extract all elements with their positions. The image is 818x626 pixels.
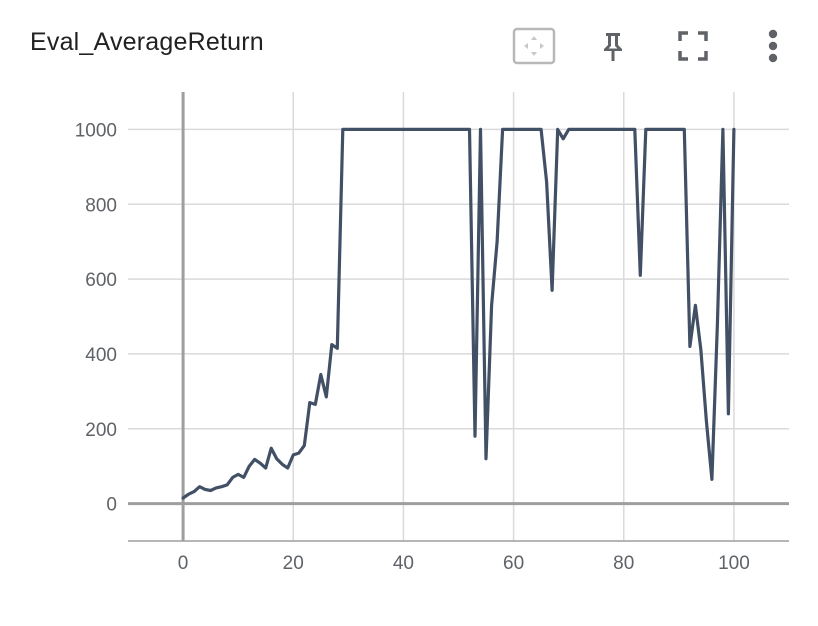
grid: [128, 92, 789, 541]
x-tick-label: 100: [718, 553, 750, 574]
y-tick-label: 800: [85, 195, 117, 216]
x-tick-label: 20: [283, 553, 304, 574]
series-line: [181, 127, 736, 500]
x-tick-label: 80: [613, 553, 634, 574]
y-tick-label: 0: [106, 495, 117, 516]
x-tick-label: 40: [393, 553, 414, 574]
fit-domain-icon: [512, 27, 556, 65]
more-options-button[interactable]: [751, 24, 795, 68]
more-vert-icon: [768, 29, 778, 63]
fullscreen-icon: [678, 31, 708, 61]
y-tick-label: 1000: [75, 120, 117, 141]
y-tick-label: 400: [85, 345, 117, 366]
chart-toolbar: [0, 24, 818, 68]
y-tick-label: 600: [85, 270, 117, 291]
series-layer: [181, 127, 736, 500]
axes: [128, 92, 789, 542]
chart-title: Eval_AverageReturn: [30, 28, 264, 56]
x-tick-label: 60: [503, 553, 524, 574]
fullscreen-button[interactable]: [671, 24, 715, 68]
pin-icon: [604, 33, 622, 61]
pin-button[interactable]: [591, 24, 635, 68]
x-tick-label: 0: [178, 553, 189, 574]
fit-domain-button[interactable]: [512, 24, 556, 68]
y-tick-label: 200: [85, 420, 117, 441]
